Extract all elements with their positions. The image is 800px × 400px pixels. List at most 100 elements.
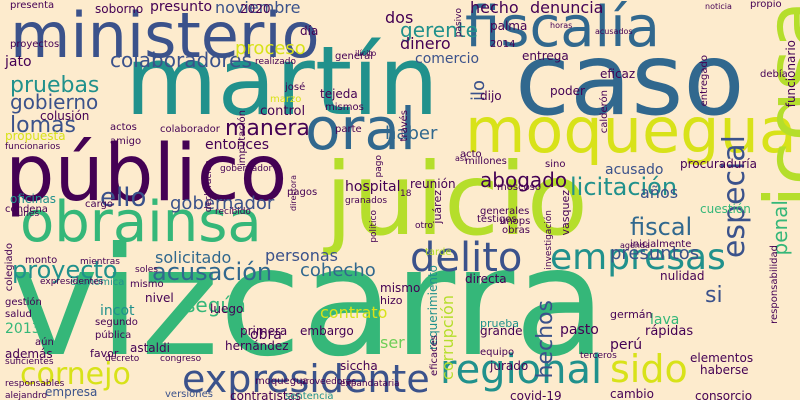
cloud-word: solicitado	[155, 248, 232, 267]
cloud-word: palma	[490, 19, 528, 33]
cloud-word: gobierno	[10, 90, 99, 114]
cloud-word: vizcarra	[10, 216, 607, 390]
cloud-word: cuestión	[700, 202, 751, 216]
cloud-word: proveedoras	[300, 377, 357, 387]
cloud-word: juicio	[325, 141, 588, 258]
cloud-word: colusión	[40, 109, 90, 123]
cloud-word: congreso	[160, 354, 202, 364]
cloud-word: segundo	[95, 317, 138, 328]
cloud-word: contrato	[320, 303, 388, 322]
cloud-word: colegiado	[4, 243, 15, 292]
cloud-word: oral	[305, 95, 416, 163]
cloud-word: regional	[440, 347, 603, 393]
cloud-word: agenda	[620, 241, 650, 250]
cloud-word: expresidente	[182, 357, 430, 400]
cloud-word: obras	[502, 225, 530, 236]
cloud-word: propio	[750, 0, 782, 10]
cloud-word: personas	[265, 246, 338, 265]
cloud-word: gobernador	[170, 193, 275, 214]
cloud-word: imputación	[237, 110, 248, 166]
cloud-word: obrainsa	[20, 190, 262, 255]
cloud-word: rápidas	[645, 324, 694, 339]
cloud-word: cohecho	[300, 260, 376, 281]
cloud-word: germán	[610, 308, 653, 321]
cloud-word: mismos	[325, 102, 364, 113]
cloud-word: hospital	[345, 179, 401, 195]
cloud-word: gestión	[5, 297, 42, 308]
cloud-word: tejeda	[320, 87, 358, 101]
cloud-word: además	[5, 347, 53, 361]
cloud-word: colaboradores	[110, 48, 252, 72]
cloud-word: pruebas	[10, 73, 100, 98]
cloud-word: millones	[465, 156, 507, 167]
cloud-word: público	[5, 129, 288, 219]
cloud-word: entregado	[699, 55, 710, 107]
cloud-word: jato	[5, 54, 32, 70]
cloud-word: sido	[610, 347, 688, 391]
cloud-word: pago	[374, 155, 384, 178]
cloud-word: moquegua	[255, 376, 309, 387]
cloud-word: realizado	[255, 57, 297, 67]
cloud-word: prueba	[480, 317, 519, 330]
cloud-word: ser	[380, 333, 405, 352]
cloud-word: dinero	[400, 34, 451, 53]
cloud-word: presenta	[10, 0, 55, 11]
cloud-word: funcionarios	[5, 142, 61, 152]
cloud-word: mismo	[380, 281, 421, 295]
cloud-word: siccha	[340, 359, 378, 373]
cloud-word: elementos	[690, 351, 754, 365]
cloud-word: así	[455, 154, 467, 163]
cloud-word: josé	[285, 82, 306, 93]
cloud-word: recibido	[215, 207, 251, 217]
cloud-word: obra	[250, 327, 282, 343]
cloud-word: 2020	[240, 2, 271, 16]
cloud-word: dijo	[480, 89, 502, 103]
cloud-word: fiscalía	[465, 0, 660, 60]
cloud-word: expresidentes	[40, 277, 104, 287]
cloud-word: político	[369, 210, 379, 243]
cloud-word: control	[260, 104, 306, 119]
cloud-word: si	[705, 283, 723, 308]
cloud-word: acusación	[152, 258, 273, 286]
cloud-word: oficinas	[10, 192, 57, 206]
cloud-word: propuesta	[5, 129, 66, 143]
cloud-word: monto	[25, 255, 58, 266]
cloud-word: soborno	[95, 2, 144, 16]
cloud-word: económica	[70, 277, 125, 288]
cloud-word: contratistas	[230, 389, 302, 400]
cloud-word: acusados	[595, 27, 633, 36]
cloud-word: terceros	[580, 351, 617, 361]
cloud-word: suficientes	[5, 357, 54, 367]
cloud-word: moquegua	[465, 94, 797, 167]
cloud-word: delito	[410, 235, 523, 281]
cloud-word: incot	[100, 303, 135, 319]
cloud-word: hizo	[380, 294, 403, 307]
cloud-word: mismo	[130, 279, 164, 290]
cloud-word: eficaces	[429, 335, 440, 376]
cloud-word: entonces	[205, 137, 270, 153]
cloud-word: nulidad	[660, 269, 705, 283]
cloud-word: aún	[35, 337, 54, 348]
cloud-word: través	[399, 110, 410, 142]
cloud-word: martín	[125, 27, 439, 137]
cloud-word: embargo	[300, 324, 354, 338]
cloud-word: reunión	[410, 177, 456, 191]
cloud-word: procuraduría	[680, 157, 757, 171]
cloud-word: fiscal	[630, 213, 693, 241]
cloud-word: presuntos	[610, 243, 700, 264]
cloud-word: grande	[480, 324, 523, 338]
cloud-word: sentencia	[285, 391, 334, 400]
cloud-word: años	[640, 183, 679, 202]
cloud-word: otro	[415, 221, 434, 231]
cloud-word: marzo	[270, 94, 302, 105]
cloud-word: directa	[465, 272, 507, 286]
cloud-word: proyecto	[12, 256, 118, 284]
cloud-word: entrega	[522, 49, 569, 63]
cloud-word: presunto	[150, 0, 213, 15]
cloud-word: general	[335, 51, 374, 62]
cloud-word: pasivo	[454, 8, 464, 38]
cloud-word: acto	[460, 149, 482, 160]
cloud-word: tarde	[425, 247, 452, 258]
cloud-word: expandataria	[340, 379, 400, 389]
